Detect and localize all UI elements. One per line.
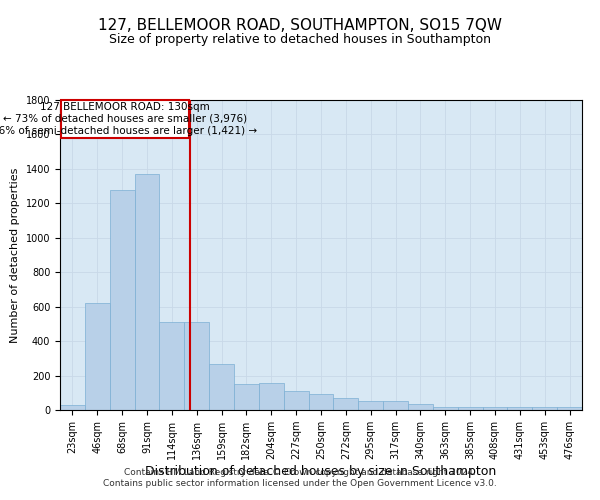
Bar <box>209 364 234 410</box>
Bar <box>184 322 209 410</box>
Bar <box>508 406 532 410</box>
Bar <box>358 400 383 410</box>
Bar <box>383 400 408 410</box>
Bar <box>308 394 334 410</box>
Text: 127 BELLEMOOR ROAD: 130sqm: 127 BELLEMOOR ROAD: 130sqm <box>40 102 210 112</box>
Y-axis label: Number of detached properties: Number of detached properties <box>10 168 20 342</box>
Bar <box>160 322 184 410</box>
Bar <box>557 406 582 410</box>
Text: Size of property relative to detached houses in Southampton: Size of property relative to detached ho… <box>109 32 491 46</box>
Text: 127, BELLEMOOR ROAD, SOUTHAMPTON, SO15 7QW: 127, BELLEMOOR ROAD, SOUTHAMPTON, SO15 7… <box>98 18 502 32</box>
Text: 26% of semi-detached houses are larger (1,421) →: 26% of semi-detached houses are larger (… <box>0 126 257 136</box>
Bar <box>61 100 189 138</box>
Bar <box>134 174 160 410</box>
Bar <box>259 384 284 410</box>
Bar <box>408 404 433 410</box>
Text: Contains HM Land Registry data © Crown copyright and database right 2024.
Contai: Contains HM Land Registry data © Crown c… <box>103 468 497 487</box>
Bar <box>284 391 308 410</box>
Bar <box>334 398 358 410</box>
Bar <box>110 190 134 410</box>
Bar <box>532 406 557 410</box>
Bar <box>433 406 458 410</box>
X-axis label: Distribution of detached houses by size in Southampton: Distribution of detached houses by size … <box>145 465 497 478</box>
Bar <box>85 303 110 410</box>
Bar <box>482 406 508 410</box>
Text: ← 73% of detached houses are smaller (3,976): ← 73% of detached houses are smaller (3,… <box>3 114 247 124</box>
Bar <box>234 384 259 410</box>
Bar <box>60 405 85 410</box>
Bar <box>458 406 482 410</box>
